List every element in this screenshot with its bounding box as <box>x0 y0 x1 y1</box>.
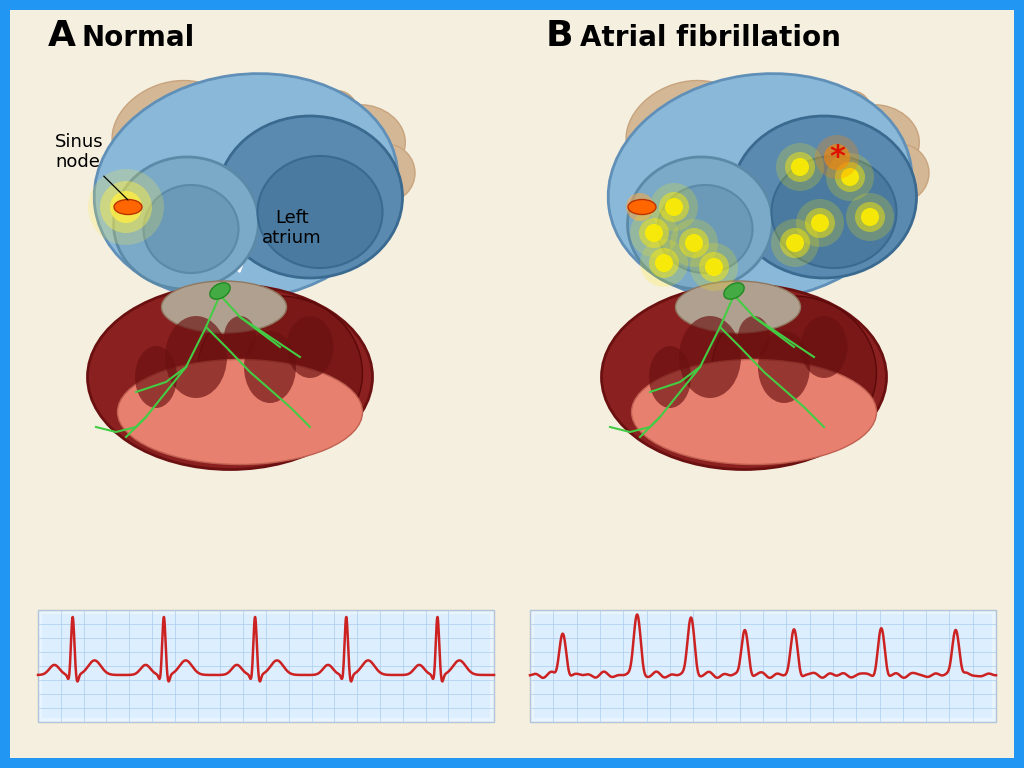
Ellipse shape <box>801 316 848 378</box>
Circle shape <box>645 224 663 242</box>
Ellipse shape <box>112 81 233 180</box>
Ellipse shape <box>257 156 383 268</box>
Ellipse shape <box>676 281 801 333</box>
Bar <box>38 610 494 722</box>
Bar <box>534 614 992 718</box>
Circle shape <box>826 153 874 201</box>
Ellipse shape <box>649 346 691 408</box>
Circle shape <box>655 254 673 272</box>
Ellipse shape <box>118 359 362 465</box>
Circle shape <box>670 219 718 267</box>
Ellipse shape <box>758 331 810 403</box>
Circle shape <box>835 162 865 192</box>
Circle shape <box>824 144 850 170</box>
Ellipse shape <box>632 359 877 465</box>
Circle shape <box>659 192 689 222</box>
Circle shape <box>705 258 723 276</box>
Ellipse shape <box>165 316 227 398</box>
Circle shape <box>626 193 654 221</box>
Ellipse shape <box>287 316 334 378</box>
Text: Sinus
node: Sinus node <box>55 133 128 200</box>
Bar <box>530 610 996 722</box>
Ellipse shape <box>608 74 911 300</box>
Circle shape <box>791 158 809 176</box>
Circle shape <box>796 199 844 247</box>
Ellipse shape <box>224 316 256 358</box>
Ellipse shape <box>162 281 287 333</box>
Ellipse shape <box>300 91 356 140</box>
Circle shape <box>639 218 669 248</box>
Ellipse shape <box>628 157 772 289</box>
Circle shape <box>805 208 835 238</box>
Ellipse shape <box>835 104 920 175</box>
Circle shape <box>855 202 885 232</box>
Circle shape <box>780 228 810 258</box>
Circle shape <box>100 181 152 233</box>
Ellipse shape <box>217 116 402 278</box>
Text: *: * <box>829 143 845 171</box>
Text: Left
atrium: Left atrium <box>262 209 322 247</box>
Ellipse shape <box>114 157 258 289</box>
Circle shape <box>776 143 824 191</box>
Circle shape <box>650 183 698 231</box>
Circle shape <box>690 243 738 291</box>
Ellipse shape <box>114 200 142 214</box>
Ellipse shape <box>87 284 373 469</box>
Circle shape <box>679 228 709 258</box>
Circle shape <box>861 208 879 226</box>
Text: A: A <box>48 19 76 53</box>
Ellipse shape <box>626 81 748 180</box>
Text: Normal: Normal <box>82 24 196 52</box>
Circle shape <box>699 252 729 282</box>
Circle shape <box>88 169 164 245</box>
Ellipse shape <box>244 331 296 403</box>
Ellipse shape <box>601 284 887 469</box>
Ellipse shape <box>94 74 398 300</box>
Circle shape <box>649 248 679 278</box>
Ellipse shape <box>738 316 770 358</box>
Ellipse shape <box>771 156 896 268</box>
Ellipse shape <box>135 346 177 408</box>
Circle shape <box>771 219 819 267</box>
Bar <box>42 614 490 718</box>
Circle shape <box>110 191 142 223</box>
Ellipse shape <box>814 91 870 140</box>
Ellipse shape <box>357 144 415 202</box>
Text: Atrial fibrillation: Atrial fibrillation <box>580 24 841 52</box>
Ellipse shape <box>628 200 656 214</box>
Circle shape <box>665 198 683 216</box>
Text: B: B <box>546 19 573 53</box>
Circle shape <box>630 209 678 257</box>
Ellipse shape <box>731 116 916 278</box>
Circle shape <box>785 152 815 182</box>
Circle shape <box>786 234 804 252</box>
Circle shape <box>841 168 859 186</box>
Circle shape <box>815 135 859 179</box>
Ellipse shape <box>143 185 239 273</box>
Circle shape <box>846 193 894 241</box>
Ellipse shape <box>679 316 741 398</box>
Ellipse shape <box>657 185 753 273</box>
Ellipse shape <box>871 144 929 202</box>
Ellipse shape <box>210 283 230 300</box>
Ellipse shape <box>198 296 362 448</box>
Ellipse shape <box>712 296 877 448</box>
Ellipse shape <box>321 104 406 175</box>
Circle shape <box>685 234 703 252</box>
Ellipse shape <box>724 283 744 300</box>
Circle shape <box>811 214 829 232</box>
Circle shape <box>640 239 688 287</box>
